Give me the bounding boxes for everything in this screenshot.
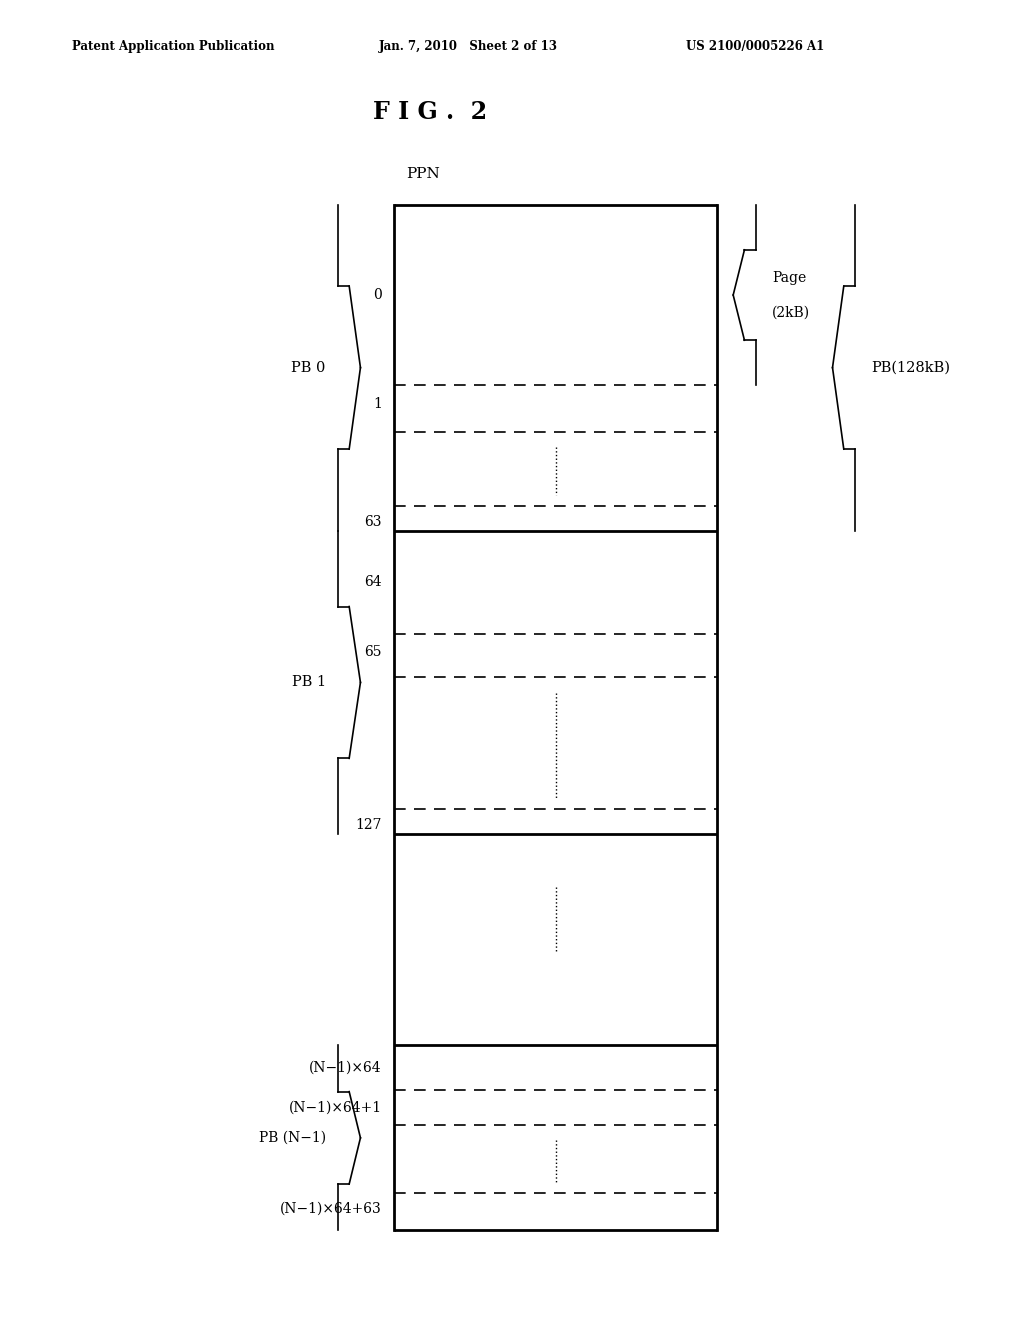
Text: (N−1)×64+63: (N−1)×64+63 — [281, 1201, 382, 1216]
Text: US 2100/0005226 A1: US 2100/0005226 A1 — [686, 40, 824, 53]
Text: PB (N−1): PB (N−1) — [258, 1131, 326, 1144]
Text: F I G .  2: F I G . 2 — [373, 100, 487, 124]
Text: Jan. 7, 2010   Sheet 2 of 13: Jan. 7, 2010 Sheet 2 of 13 — [379, 40, 558, 53]
Text: 64: 64 — [365, 576, 382, 589]
Text: 0: 0 — [373, 288, 382, 302]
Text: (N−1)×64: (N−1)×64 — [309, 1061, 382, 1074]
Text: PPN: PPN — [407, 166, 440, 181]
Text: Page: Page — [772, 271, 806, 285]
Text: PB(128kB): PB(128kB) — [871, 360, 950, 375]
Text: Patent Application Publication: Patent Application Publication — [72, 40, 274, 53]
Text: (2kB): (2kB) — [772, 305, 810, 319]
Text: PB 1: PB 1 — [292, 676, 326, 689]
Text: 63: 63 — [365, 515, 382, 529]
Text: PB 0: PB 0 — [291, 360, 326, 375]
Text: (N−1)×64+1: (N−1)×64+1 — [289, 1101, 382, 1115]
Text: 65: 65 — [365, 645, 382, 660]
Text: 1: 1 — [373, 397, 382, 412]
Text: 127: 127 — [355, 818, 382, 833]
